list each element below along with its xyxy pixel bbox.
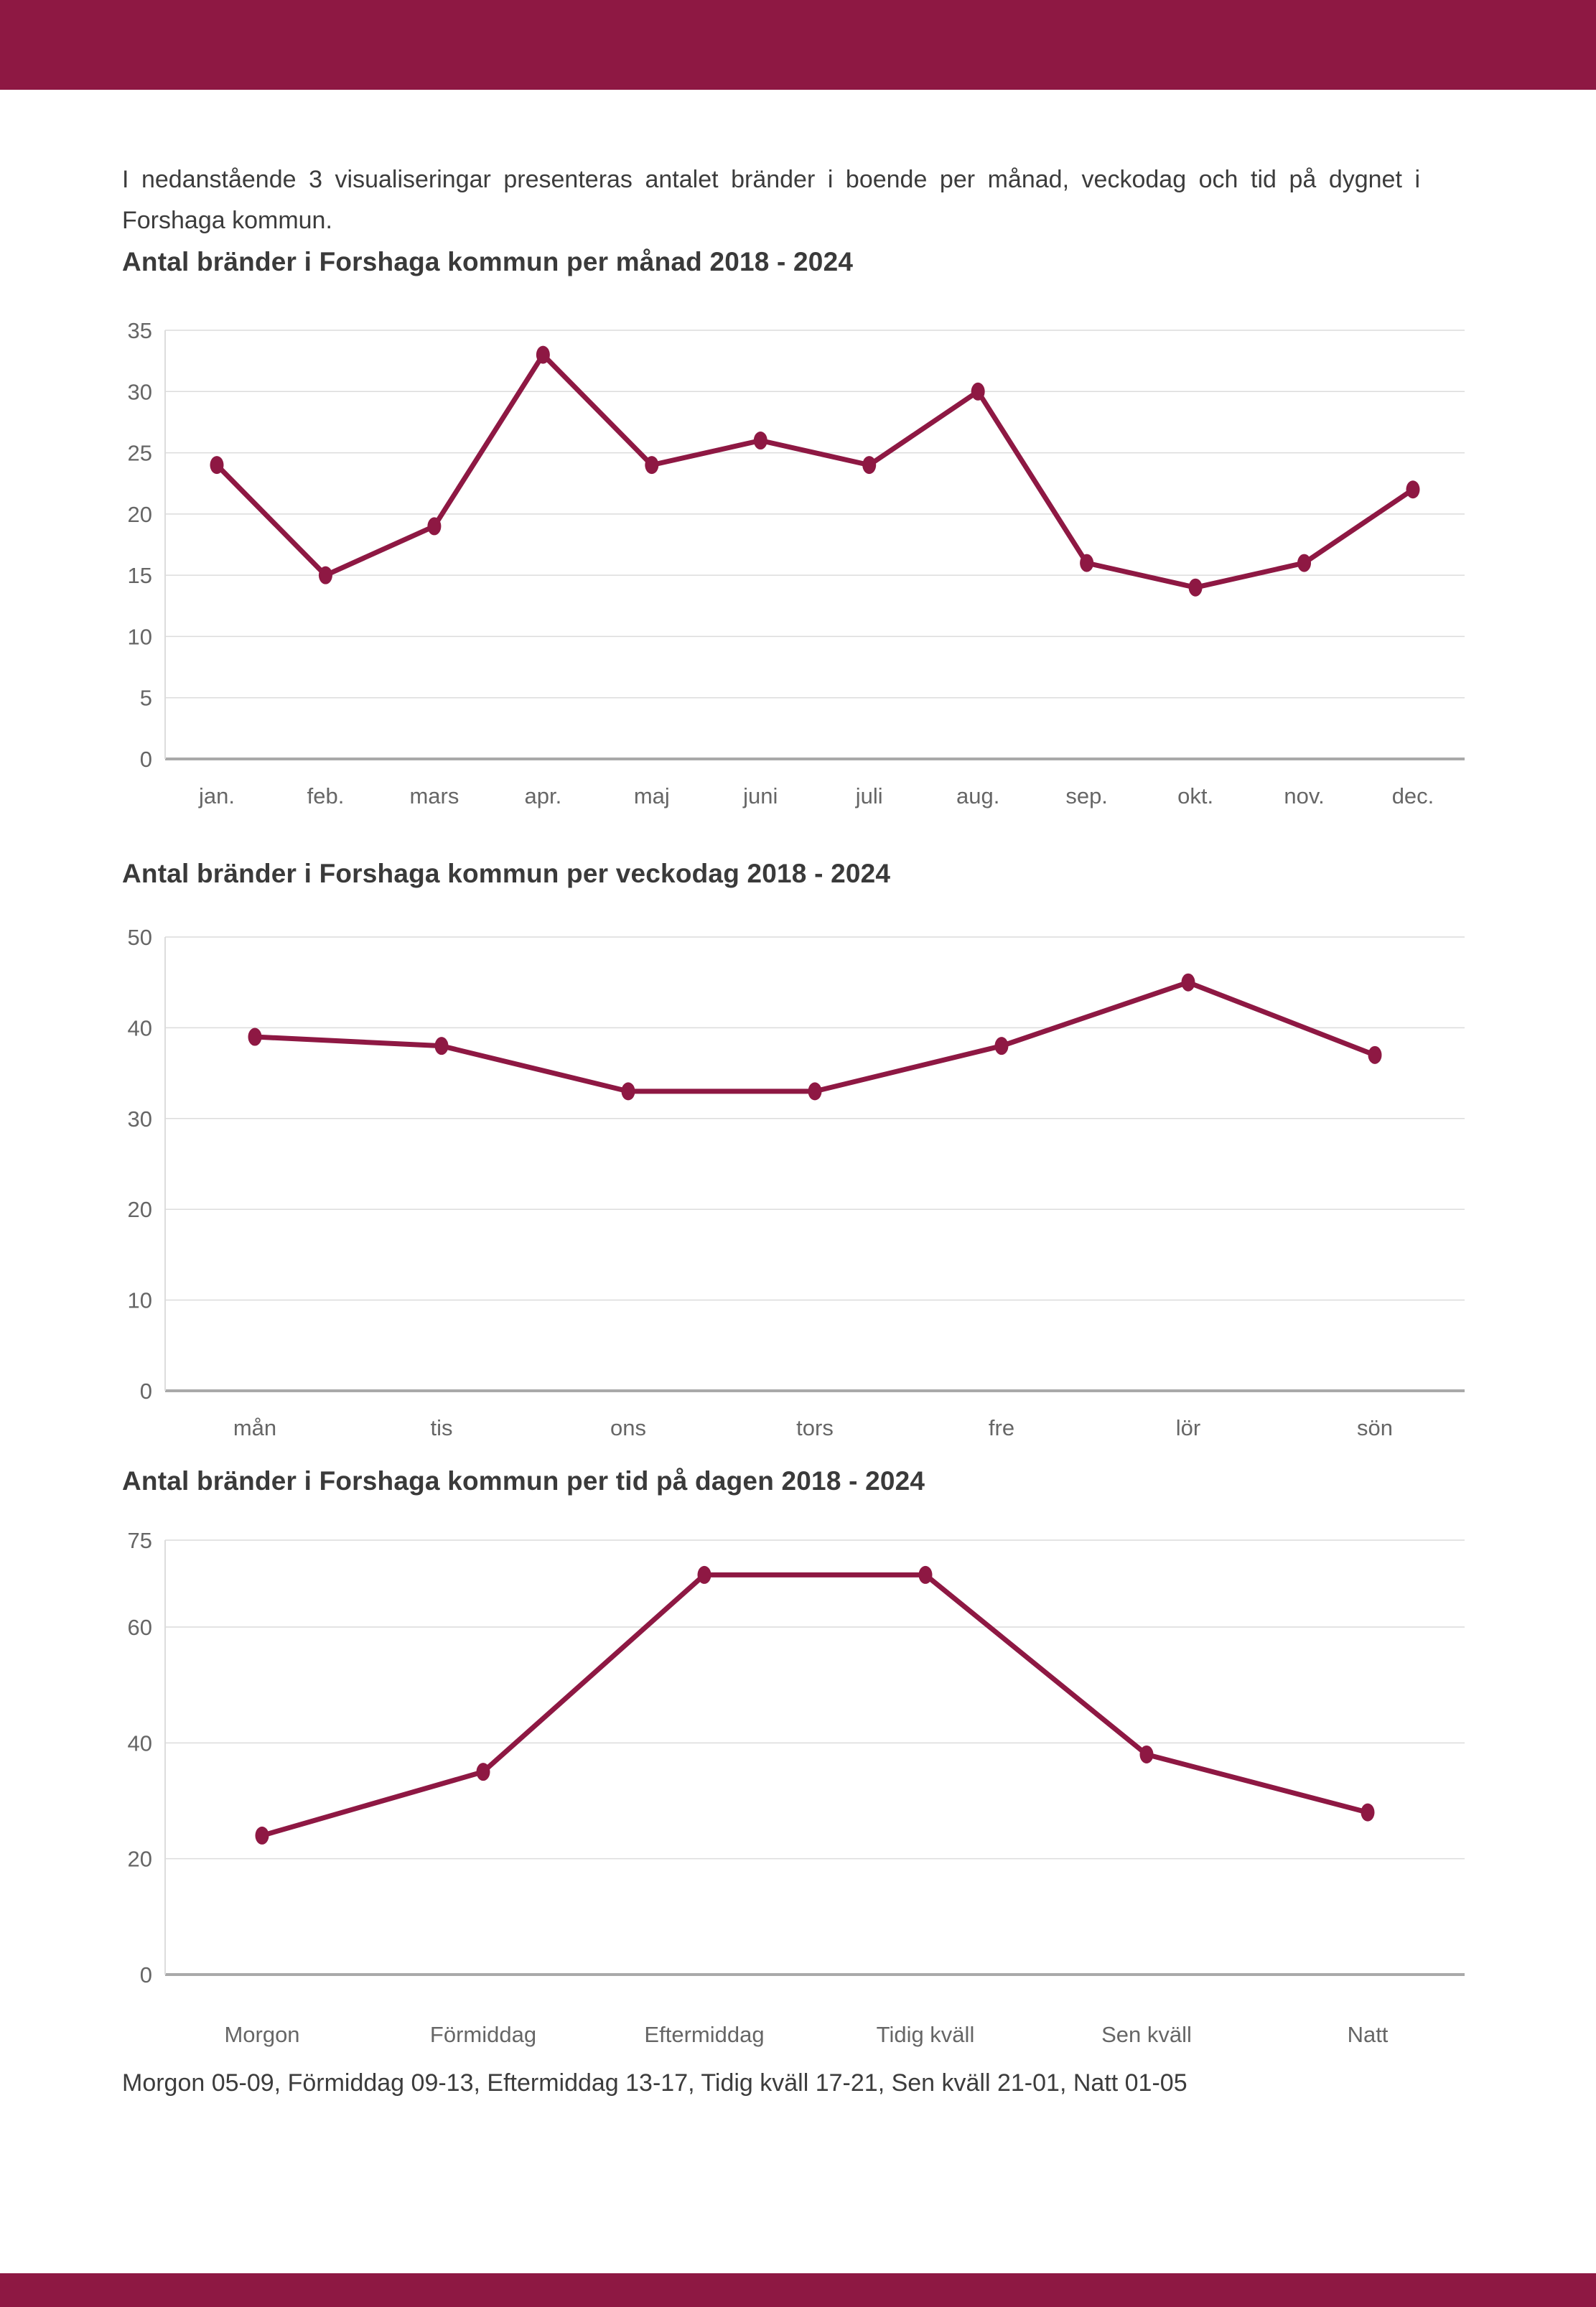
x-tick-label: Förmiddag <box>430 2022 536 2047</box>
y-tick-label: 20 <box>128 502 152 527</box>
data-point <box>1297 554 1312 572</box>
chart-title-per-tid-pa-dagen: Antal bränder i Forshaga kommun per tid … <box>122 1466 925 1496</box>
data-point <box>476 1763 490 1781</box>
x-tick-label: Morgon <box>224 2022 299 2047</box>
x-tick-label: tors <box>796 1415 834 1440</box>
x-tick-label: tis <box>431 1415 453 1440</box>
x-tick-label: sön <box>1357 1415 1393 1440</box>
data-line <box>252 979 1378 1094</box>
x-tick-label: juli <box>855 783 883 808</box>
data-line <box>259 1572 1371 1838</box>
data-line <box>214 352 1416 590</box>
footer-color-bar <box>0 2273 1596 2307</box>
line-chart-canvas: 0 5 10 15 20 25 30 35 jan. feb. mars apr. maj juni jul… <box>128 318 1465 808</box>
data-point <box>697 1565 711 1584</box>
x-tick-label: apr. <box>525 783 562 808</box>
y-tick-label: 15 <box>128 563 152 588</box>
y-tick-label: 0 <box>140 747 152 772</box>
y-tick-label: 20 <box>128 1847 152 1872</box>
x-tick-label: okt. <box>1177 783 1213 808</box>
data-point <box>1368 1045 1382 1064</box>
data-point <box>1139 1745 1154 1763</box>
data-point <box>1361 1803 1375 1822</box>
x-tick-label: ons <box>610 1415 646 1440</box>
y-tick-label: 0 <box>140 1962 152 1987</box>
y-tick-label: 30 <box>128 1106 152 1132</box>
x-tick-label: mars <box>409 783 459 808</box>
y-tick-label: 10 <box>128 624 152 649</box>
data-point <box>248 1027 262 1046</box>
data-point <box>971 382 985 401</box>
y-tick-label: 40 <box>128 1730 152 1756</box>
data-point <box>210 456 224 475</box>
y-tick-label: 10 <box>128 1288 152 1313</box>
y-tick-label: 35 <box>128 318 152 343</box>
data-point <box>994 1037 1009 1055</box>
y-tick-label: 5 <box>140 686 152 711</box>
x-tick-label: feb. <box>307 783 345 808</box>
x-tick-label: maj <box>634 783 670 808</box>
data-point <box>255 1826 269 1845</box>
y-tick-label: 75 <box>128 1528 152 1553</box>
y-tick-label: 40 <box>128 1015 152 1040</box>
y-tick-label: 30 <box>128 379 152 404</box>
intro-paragraph: I nedanstående 3 visualiseringar present… <box>122 166 1420 234</box>
y-tick-label: 60 <box>128 1615 152 1640</box>
y-tick-label: 50 <box>128 925 152 950</box>
x-tick-label: aug. <box>956 783 999 808</box>
data-point <box>1406 480 1420 499</box>
y-tick-label: 20 <box>128 1197 152 1222</box>
line-chart-canvas: 0 10 20 30 40 50 mån tis ons tors fre lör sön <box>128 925 1465 1440</box>
chart-title-per-manad: Antal bränder i Forshaga kommun per måna… <box>122 247 854 276</box>
data-point <box>808 1082 822 1101</box>
line-chart-canvas: 0 20 40 60 75 Morgon Förmiddag Eftermiddag Tidig… <box>128 1528 1465 2047</box>
weekday-fires-line-chart: 0 10 20 30 40 50 mån tis ons tors fre lör sön <box>0 915 1596 1450</box>
chart-title-per-veckodag: Antal bränder i Forshaga kommun per veck… <box>122 859 891 888</box>
x-tick-label: dec. <box>1392 783 1434 808</box>
monthly-fires-line-chart: 0 5 10 15 20 25 30 35 jan. feb. mars apr. maj juni jul… <box>0 309 1596 829</box>
data-point <box>918 1565 933 1584</box>
x-tick-label: lör <box>1176 1415 1200 1440</box>
data-point <box>621 1082 635 1101</box>
time-of-day-fires-line-chart: 0 20 40 60 75 Morgon Förmiddag Eftermiddag Tidig… <box>0 1519 1596 2082</box>
data-point <box>434 1037 449 1055</box>
data-point <box>427 517 442 536</box>
x-tick-label: fre <box>989 1415 1014 1440</box>
data-point <box>862 456 877 475</box>
x-tick-label: jan. <box>198 783 235 808</box>
data-point <box>1080 554 1094 572</box>
x-tick-label: Sen kväll <box>1101 2022 1192 2047</box>
time-ranges-note: Morgon 05-09, Förmiddag 09-13, Eftermidd… <box>122 2069 1187 2097</box>
header-color-bar <box>0 0 1596 90</box>
data-point <box>1188 578 1203 597</box>
y-tick-label: 0 <box>140 1379 152 1404</box>
x-tick-label: Tidig kväll <box>877 2022 975 2047</box>
x-tick-label: Eftermiddag <box>644 2022 764 2047</box>
data-point <box>753 432 767 450</box>
y-tick-label: 25 <box>128 441 152 466</box>
data-point <box>645 456 659 475</box>
data-point <box>536 345 550 364</box>
x-tick-label: Natt <box>1348 2022 1389 2047</box>
data-point <box>318 566 332 584</box>
data-point <box>1181 973 1195 992</box>
x-tick-label: nov. <box>1284 783 1324 808</box>
x-tick-label: sep. <box>1065 783 1108 808</box>
x-tick-label: juni <box>742 783 778 808</box>
x-tick-label: mån <box>233 1415 276 1440</box>
